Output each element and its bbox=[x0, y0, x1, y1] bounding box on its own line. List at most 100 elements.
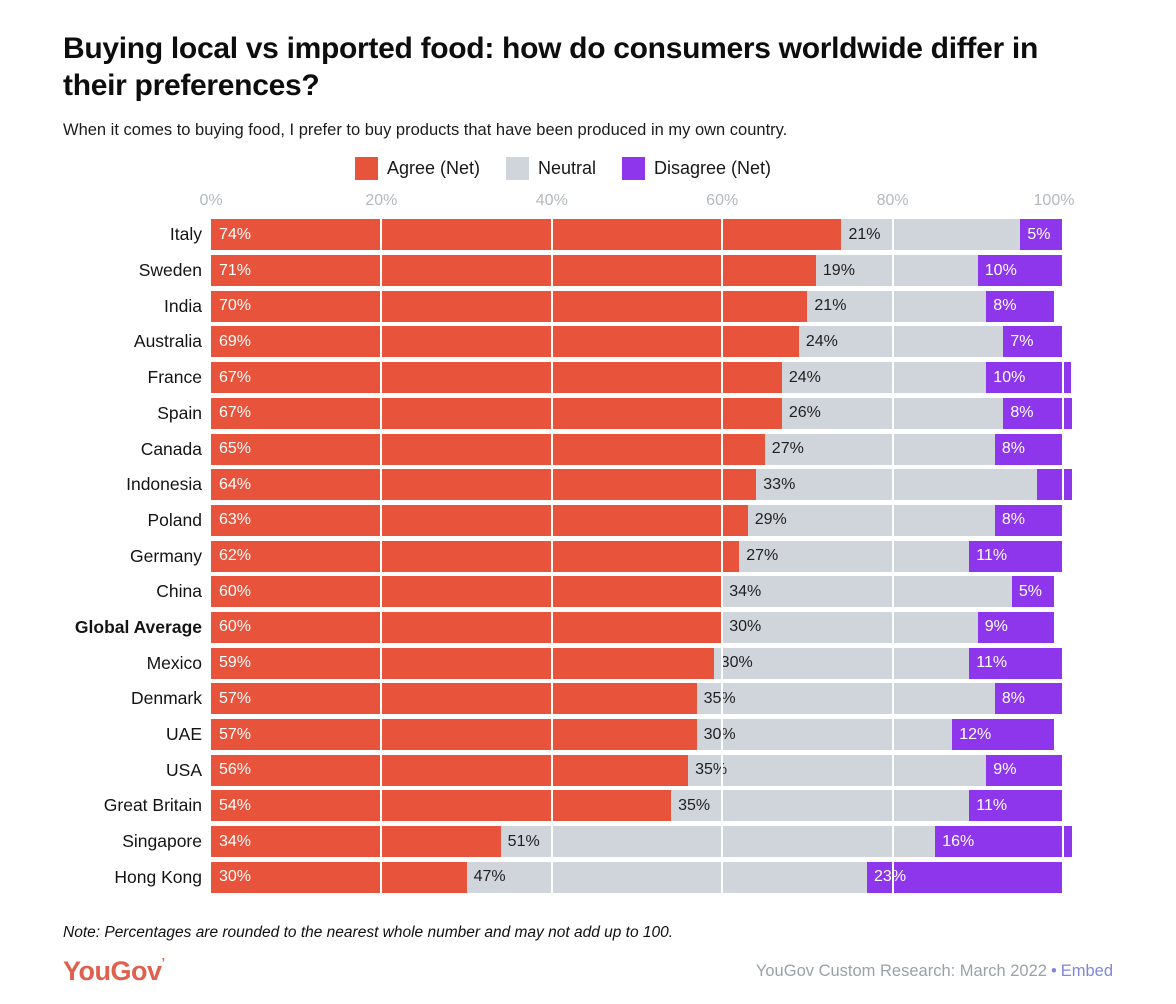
segment-value-label: 70% bbox=[219, 297, 252, 315]
stacked-bar-chart: 0% 20% 40% 60% 80% 100% Italy 74% 21% 5% Sweden 71… bbox=[0, 192, 1176, 893]
bar-segment-disagree: 9% bbox=[977, 611, 1055, 643]
legend-label: Agree (Net) bbox=[386, 158, 480, 179]
segment-value-label: 8% bbox=[1001, 689, 1025, 707]
chart-row: Canada 65% 27% 8% bbox=[0, 433, 1176, 465]
segment-value-label: 35% bbox=[703, 689, 736, 707]
segment-value-label: 57% bbox=[219, 689, 252, 707]
bar-track: 62% 27% 11% bbox=[211, 540, 1063, 572]
legend-label: Neutral bbox=[537, 158, 597, 179]
chart-subtitle: When it comes to buying food, I prefer t… bbox=[63, 121, 788, 140]
bar-segment-neutral: 33% bbox=[756, 469, 1038, 501]
bar-segment-agree: 71% bbox=[211, 255, 816, 287]
segment-value-label: 19% bbox=[822, 261, 855, 279]
bar-segment-agree: 57% bbox=[211, 683, 697, 715]
row-label: Indonesia bbox=[126, 474, 202, 495]
chart-row: Spain 67% 26% 8% bbox=[0, 397, 1176, 429]
row-label: Germany bbox=[130, 545, 202, 566]
segment-value-label: 35% bbox=[678, 796, 711, 814]
chart-footer: YouGov’ YouGov Custom Research: March 20… bbox=[63, 956, 1113, 987]
segment-value-label: 8% bbox=[1001, 511, 1025, 529]
segment-value-label: 30% bbox=[720, 654, 753, 672]
bar-segment-agree: 56% bbox=[211, 754, 689, 786]
bar-segment-agree: 67% bbox=[211, 397, 782, 429]
segment-value-label: 21% bbox=[848, 225, 881, 243]
chart-row: Singapore 34% 51% 16% bbox=[0, 826, 1176, 858]
segment-value-label: 8% bbox=[993, 297, 1017, 315]
bar-track: 64% 33% bbox=[211, 469, 1072, 501]
bar-segment-agree: 64% bbox=[211, 469, 757, 501]
bar-track: 71% 19% 10% bbox=[211, 255, 1063, 287]
bar-segment-agree: 60% bbox=[211, 611, 723, 643]
row-label: Hong Kong bbox=[114, 866, 202, 887]
legend-swatch bbox=[622, 157, 646, 181]
yougov-logo-text: YouGov bbox=[63, 955, 162, 986]
bar-track: 57% 35% 8% bbox=[211, 683, 1063, 715]
segment-value-label: 11% bbox=[976, 547, 1008, 565]
bar-track: 56% 35% 9% bbox=[211, 754, 1063, 786]
bar-segment-disagree: 5% bbox=[1020, 219, 1063, 251]
segment-value-label: 5% bbox=[1018, 582, 1042, 600]
chart-row: Poland 63% 29% 8% bbox=[0, 504, 1176, 536]
bar-segment-agree: 74% bbox=[211, 219, 842, 251]
row-label: Global Average bbox=[74, 616, 202, 637]
x-axis-tick: 100% bbox=[1033, 192, 1075, 210]
separator-dot: • bbox=[1050, 961, 1057, 980]
row-label: UAE bbox=[166, 724, 202, 744]
row-label: France bbox=[147, 367, 202, 388]
segment-value-label: 67% bbox=[219, 404, 252, 422]
bar-segment-disagree: 11% bbox=[969, 647, 1063, 679]
chart-legend: Agree (Net) Neutral Disagree (Net) bbox=[63, 157, 1063, 181]
legend-item: Neutral bbox=[505, 157, 597, 181]
bar-segment-neutral: 30% bbox=[713, 647, 970, 679]
segment-value-label: 29% bbox=[754, 511, 787, 529]
bar-track: 67% 26% 8% bbox=[211, 397, 1072, 429]
bar-track: 65% 27% 8% bbox=[211, 433, 1063, 465]
bar-segment-disagree: 8% bbox=[994, 504, 1063, 536]
bar-segment-neutral: 35% bbox=[688, 754, 987, 786]
bar-segment-disagree: 16% bbox=[935, 826, 1072, 858]
embed-link[interactable]: Embed bbox=[1060, 961, 1113, 980]
source-text: YouGov Custom Research: March 2022 bbox=[755, 961, 1047, 980]
chart-row: Mexico 59% 30% 11% bbox=[0, 647, 1176, 679]
chart-row: Hong Kong 30% 47% 23% bbox=[0, 861, 1176, 893]
bar-track: 74% 21% 5% bbox=[211, 219, 1063, 251]
bar-segment-neutral: 21% bbox=[807, 290, 987, 322]
bar-track: 63% 29% 8% bbox=[211, 504, 1063, 536]
legend-swatch bbox=[505, 157, 529, 181]
bar-segment-disagree: 10% bbox=[977, 255, 1063, 287]
bar-segment-neutral: 21% bbox=[841, 219, 1021, 251]
segment-value-label: 34% bbox=[219, 832, 252, 850]
segment-value-label: 8% bbox=[1010, 404, 1034, 422]
chart-row: India 70% 21% 8% bbox=[0, 290, 1176, 322]
chart-note: Note: Percentages are rounded to the nea… bbox=[63, 923, 674, 941]
chart-row: USA 56% 35% 9% bbox=[0, 754, 1176, 786]
x-axis-tick: 60% bbox=[706, 192, 739, 210]
legend-item: Disagree (Net) bbox=[622, 157, 771, 181]
bar-track: 67% 24% 10% bbox=[211, 362, 1072, 394]
x-axis-tick: 80% bbox=[876, 192, 909, 210]
row-label: Canada bbox=[140, 438, 202, 459]
segment-value-label: 59% bbox=[219, 654, 252, 672]
plot-area: Italy 74% 21% 5% Sweden 71% 19% 10% India 70% 21% 8… bbox=[0, 219, 1176, 893]
bar-segment-agree: 57% bbox=[211, 719, 697, 750]
chart-row: UAE 57% 30% 12% bbox=[0, 719, 1176, 750]
bar-segment-agree: 69% bbox=[211, 326, 799, 358]
chart-row: France 67% 24% 10% bbox=[0, 362, 1176, 394]
row-label: Singapore bbox=[122, 831, 202, 852]
bar-track: 60% 30% 9% bbox=[211, 611, 1055, 643]
segment-value-label: 30% bbox=[703, 725, 736, 743]
legend-item: Agree (Net) bbox=[354, 157, 480, 181]
row-label: Poland bbox=[147, 509, 203, 530]
chart-row: Australia 69% 24% 7% bbox=[0, 326, 1176, 358]
bar-segment-neutral: 47% bbox=[466, 861, 868, 893]
bar-segment-agree: 34% bbox=[211, 826, 501, 858]
segment-value-label: 8% bbox=[1001, 440, 1025, 457]
chart-row: Italy 74% 21% 5% bbox=[0, 219, 1176, 251]
bar-segment-neutral: 35% bbox=[696, 683, 995, 715]
x-axis-tick: 0% bbox=[199, 192, 223, 210]
chart-row: China 60% 34% 5% bbox=[0, 576, 1176, 608]
bar-segment-neutral: 19% bbox=[815, 255, 978, 287]
segment-value-label: 12% bbox=[959, 725, 992, 743]
bar-segment-neutral: 26% bbox=[781, 397, 1004, 429]
